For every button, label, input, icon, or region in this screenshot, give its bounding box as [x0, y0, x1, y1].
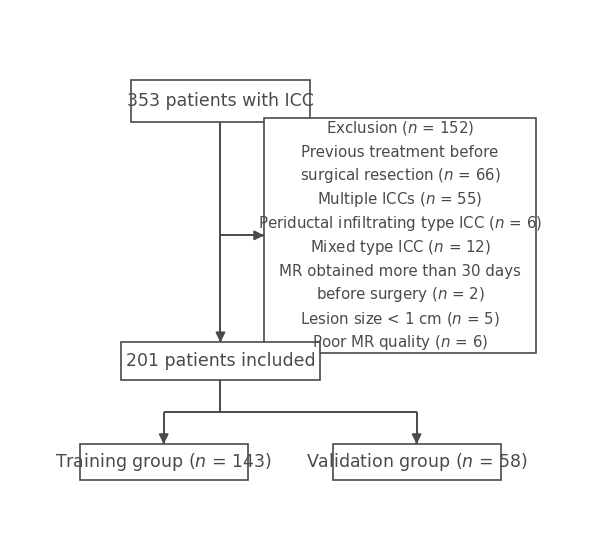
Text: Multiple ICCs ($n$ = 55): Multiple ICCs ($n$ = 55)	[317, 190, 483, 209]
Text: Mixed type ICC ($n$ = 12): Mixed type ICC ($n$ = 12)	[310, 238, 490, 257]
Text: Exclusion ($n$ = 152): Exclusion ($n$ = 152)	[326, 119, 474, 137]
Text: Training group ($n$ = 143): Training group ($n$ = 143)	[56, 451, 272, 473]
Text: Lesion size < 1 cm ($n$ = 5): Lesion size < 1 cm ($n$ = 5)	[300, 310, 500, 328]
Text: surgical resection ($n$ = 66): surgical resection ($n$ = 66)	[300, 166, 500, 185]
Text: Previous treatment before: Previous treatment before	[301, 144, 499, 160]
Text: before surgery ($n$ = 2): before surgery ($n$ = 2)	[315, 286, 484, 304]
Text: 201 patients included: 201 patients included	[126, 352, 315, 370]
Text: 353 patients with ICC: 353 patients with ICC	[127, 92, 314, 110]
Bar	[264, 118, 536, 353]
Text: Periductal infiltrating type ICC ($n$ = 6): Periductal infiltrating type ICC ($n$ = …	[258, 214, 542, 233]
Text: Poor MR quality ($n$ = 6): Poor MR quality ($n$ = 6)	[312, 333, 488, 352]
Text: MR obtained more than 30 days: MR obtained more than 30 days	[279, 264, 521, 278]
Bar	[131, 80, 310, 122]
Bar	[121, 342, 320, 380]
Bar	[332, 444, 501, 480]
Text: Validation group ($n$ = 58): Validation group ($n$ = 58)	[306, 451, 528, 473]
Bar	[80, 444, 248, 480]
